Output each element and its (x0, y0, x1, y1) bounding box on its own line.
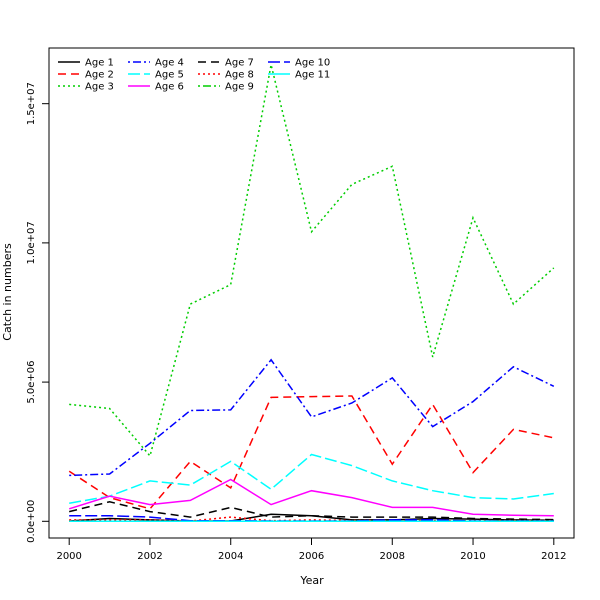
y-tick-label: 5.0e+06 (26, 361, 37, 404)
x-tick-label: 2002 (137, 551, 162, 562)
legend-label: Age 5 (155, 70, 184, 81)
x-tick-label: 2008 (380, 551, 405, 562)
legend-item: Age 6 (128, 82, 184, 93)
legend-item: Age 10 (268, 58, 330, 69)
legend-label: Age 3 (85, 82, 114, 93)
legend-item: Age 5 (128, 70, 184, 81)
legend-label: Age 2 (85, 70, 114, 81)
legend-label: Age 4 (155, 58, 184, 69)
x-tick-label: 2006 (299, 551, 324, 562)
legend-item: Age 3 (58, 82, 114, 93)
legend-item: Age 9 (198, 82, 254, 93)
legend-item: Age 11 (268, 70, 330, 81)
legend-item: Age 8 (198, 70, 254, 81)
x-axis-title: Year (299, 574, 324, 587)
legend-label: Age 6 (155, 82, 184, 93)
x-tick-label: 2004 (218, 551, 243, 562)
x-tick-label: 2010 (460, 551, 485, 562)
x-tick-label: 2012 (541, 551, 566, 562)
legend-label: Age 8 (225, 70, 254, 81)
series-line-age-3 (69, 64, 555, 458)
series-line-age-6 (68, 478, 554, 517)
legend-item: Age 1 (58, 58, 114, 69)
legend-item: Age 2 (58, 70, 114, 81)
legend-label: Age 1 (85, 58, 114, 69)
series-line-age-8 (69, 516, 554, 522)
y-tick-label: 1.5e+07 (26, 82, 37, 125)
legend-item: Age 4 (128, 58, 184, 69)
legend-item: Age 7 (198, 58, 254, 69)
y-tick-label: 0.0e+00 (26, 500, 37, 543)
legend-label: Age 9 (225, 82, 254, 93)
series-layer (68, 64, 555, 522)
series-line-age-7 (69, 501, 554, 521)
legend-label: Age 11 (295, 70, 330, 81)
y-tick-label: 1.0e+07 (26, 221, 37, 264)
plot-frame (48, 47, 575, 539)
x-tick-label: 2000 (56, 551, 81, 562)
series-line-age-4 (69, 358, 555, 477)
series-line-age-2 (68, 395, 554, 510)
y-axis-title: Catch in numbers (1, 243, 14, 341)
legend-label: Age 10 (295, 58, 330, 69)
legend-label: Age 7 (225, 58, 254, 69)
series-line-age-5 (69, 453, 554, 504)
